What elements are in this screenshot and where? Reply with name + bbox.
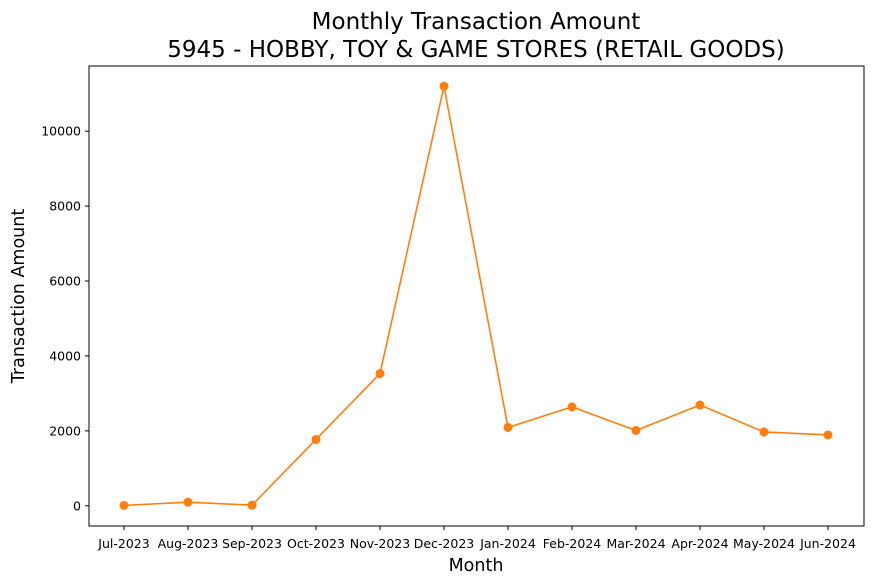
data-point [439,81,449,91]
series-line [123,85,829,507]
x-tick-label: Mar-2024 [606,536,665,551]
y-tick-label: 0 [73,498,81,513]
data-point [375,369,385,379]
data-point [503,422,513,432]
data-point [759,427,769,437]
data-point [695,400,705,410]
data-point [119,500,129,510]
data-point [823,430,833,440]
data-point [247,500,257,510]
data-point [311,434,321,444]
data-point [567,402,577,412]
plot-frame [88,65,865,527]
x-axis-ticks: Jul-2023 Aug-2023 Sep-2023 Oct-2023 Nov-2023… [97,526,856,551]
x-tick-label: Nov-2023 [350,536,410,551]
chart-subtitle: 5945 - HOBBY, TOY & GAME STORES (RETAIL … [167,37,784,63]
x-tick-label: Sep-2023 [222,536,282,551]
x-axis-label: Month [449,556,504,576]
series-layer [119,81,833,510]
y-tick-label: 8000 [49,199,81,214]
y-axis-ticks: 0 2000 4000 6000 8000 10000 [41,124,89,513]
y-tick-label: 10000 [41,124,81,139]
x-tick-label: May-2024 [733,536,795,551]
x-tick-label: Oct-2023 [287,536,345,551]
data-point [183,497,193,507]
data-point [631,425,641,435]
x-tick-label: Jun-2024 [799,536,856,551]
y-axis-label: Transaction Amount [9,209,29,385]
x-tick-label: Apr-2024 [671,536,728,551]
chart-title: Monthly Transaction Amount [312,9,641,35]
y-tick-label: 4000 [49,348,81,363]
y-tick-label: 6000 [49,274,81,289]
x-tick-label: Jul-2023 [97,536,149,551]
x-tick-label: Jan-2024 [479,536,536,551]
x-tick-label: Aug-2023 [158,536,219,551]
y-tick-label: 2000 [49,423,81,438]
x-tick-label: Feb-2024 [543,536,602,551]
plot-area: 0 2000 4000 6000 8000 10000 Jul-2023 Aug-2023 S… [41,65,865,551]
x-tick-label: Dec-2023 [414,536,475,551]
